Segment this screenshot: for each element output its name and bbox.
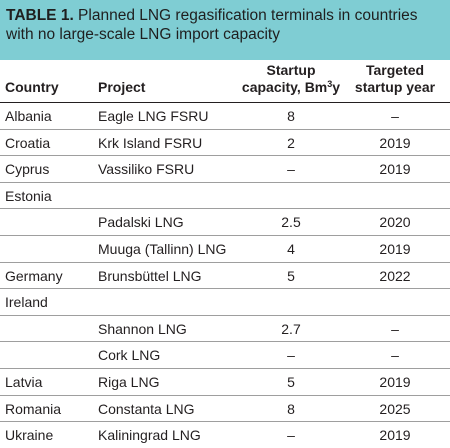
- cell-year: 2025: [379, 400, 411, 417]
- cell-capacity: 5: [287, 267, 295, 284]
- cell-capacity: 8: [287, 400, 295, 417]
- column-header-capacity: Startup capacity, Bm3y: [236, 62, 346, 96]
- cell-project: Riga LNG: [98, 373, 160, 390]
- cell-capacity: 2: [287, 134, 295, 151]
- table-row: Germany Brunsbüttel LNG 5 2022: [0, 263, 450, 290]
- cell-project: Constanta LNG: [98, 400, 195, 417]
- cell-year: 2022: [379, 267, 411, 284]
- cell-year: 2019: [379, 134, 411, 151]
- cell-year: 2019: [379, 373, 411, 390]
- cell-country: Romania: [5, 400, 62, 417]
- cell-project: Shannon LNG: [98, 320, 187, 337]
- cell-capacity: 8: [287, 108, 295, 124]
- cell-capacity: 5: [287, 373, 295, 390]
- column-header-capacity-suffix: y: [332, 79, 341, 95]
- table-body: Albania Eagle LNG FSRU 8 – Croatia Krk Island…: [0, 103, 450, 448]
- cell-project: Krk Island FSRU: [98, 134, 203, 151]
- table-row: Croatia Krk Island FSRU 2 2019: [0, 130, 450, 157]
- column-header-year-line2: startup year: [354, 79, 436, 95]
- table-row: Ireland: [0, 289, 450, 316]
- cell-project: Muuga (Tallinn) LNG: [98, 240, 227, 257]
- cell-year: –: [391, 320, 399, 337]
- table-row: Cyprus Vassiliko FSRU – 2019: [0, 156, 450, 183]
- cell-project: Brunsbüttel LNG: [98, 267, 202, 284]
- cell-country: Germany: [5, 267, 63, 284]
- table-row: Muuga (Tallinn) LNG 4 2019: [0, 236, 450, 263]
- column-header-capacity-unit: capacity, Bm: [241, 79, 328, 95]
- column-header-country: Country: [5, 79, 59, 95]
- cell-year: 2020: [379, 214, 411, 231]
- cell-country: Cyprus: [5, 161, 50, 178]
- cell-capacity: –: [287, 161, 295, 178]
- cell-country: Ireland: [5, 294, 48, 311]
- table-row: Shannon LNG 2.7 –: [0, 316, 450, 343]
- cell-country: Estonia: [5, 187, 52, 204]
- table-row: Estonia: [0, 183, 450, 210]
- cell-year: 2019: [379, 161, 411, 178]
- cell-year: 2019: [379, 240, 411, 257]
- cell-country: Latvia: [5, 373, 43, 390]
- table-row: Romania Constanta LNG 8 2025: [0, 396, 450, 423]
- table-title: TABLE 1. Planned LNG regasification term…: [0, 0, 450, 60]
- table-row: Latvia Riga LNG 5 2019: [0, 369, 450, 396]
- cell-year: 2019: [379, 427, 411, 444]
- cell-capacity: 2.5: [281, 214, 301, 231]
- cell-country: Ukraine: [5, 427, 54, 444]
- table-row: Ukraine Kaliningrad LNG – 2019: [0, 422, 450, 448]
- cell-year: –: [391, 108, 399, 124]
- column-header-year-line1: Targeted: [365, 62, 425, 78]
- cell-project: Cork LNG: [98, 347, 161, 364]
- table-header: Country Project Startup capacity, Bm3y Ta…: [0, 60, 450, 103]
- cell-capacity: 2.7: [281, 320, 301, 337]
- column-header-capacity-line1: Startup: [266, 62, 316, 78]
- table-row: Albania Eagle LNG FSRU 8 –: [0, 103, 450, 130]
- table-title-text: Planned LNG regasification terminals in …: [6, 7, 418, 43]
- column-header-year: Targeted startup year: [340, 62, 450, 96]
- column-header-project: Project: [98, 79, 146, 95]
- table-row: Padalski LNG 2.5 2020: [0, 209, 450, 236]
- table-title-label: TABLE 1.: [6, 7, 74, 24]
- cell-capacity: –: [287, 427, 295, 444]
- cell-capacity: –: [287, 347, 295, 364]
- cell-country: Albania: [5, 108, 52, 124]
- cell-project: Vassiliko FSRU: [98, 161, 195, 178]
- cell-project: Eagle LNG FSRU: [98, 108, 209, 124]
- cell-project: Kaliningrad LNG: [98, 427, 201, 444]
- cell-capacity: 4: [287, 240, 295, 257]
- column-header-capacity-sup: 3: [327, 79, 333, 89]
- table-row: Cork LNG – –: [0, 342, 450, 369]
- cell-project: Padalski LNG: [98, 214, 184, 231]
- cell-country: Croatia: [5, 134, 51, 151]
- cell-year: –: [391, 347, 399, 364]
